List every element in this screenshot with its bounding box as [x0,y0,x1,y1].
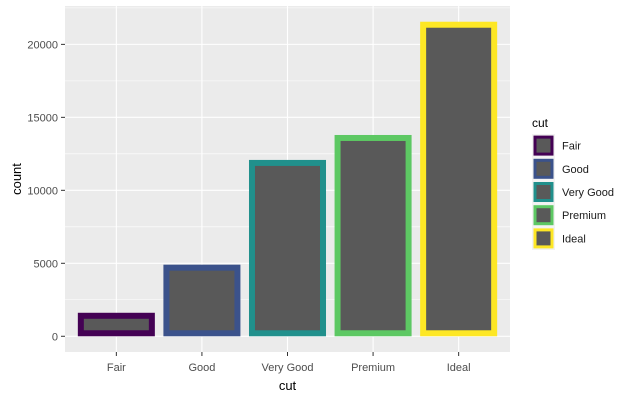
bar-premium [334,134,412,337]
x-tick-label: Good [188,362,215,374]
legend-swatch [533,182,554,202]
x-tick-label: Ideal [447,362,471,374]
y-axis: 0 5000 10000 15000 20000 [27,39,65,343]
legend-label: Ideal [562,233,586,245]
legend-label: Very Good [562,187,614,199]
x-tick-label: Premium [351,362,395,374]
y-tick-label: 10000 [27,185,58,197]
x-axis-title: cut [279,378,297,393]
bar-fair [77,312,155,337]
legend-label: Good [562,164,589,176]
legend-swatch [533,158,554,179]
legend-title: cut [532,116,549,130]
y-tick-label: 15000 [27,112,58,124]
bars [77,21,498,337]
x-axis: Fair Good Very Good Premium Ideal [107,352,471,374]
bar-very-good [248,159,327,337]
y-tick-label: 5000 [34,258,58,270]
legend-swatch [533,205,554,226]
legend-label: Fair [562,141,581,153]
x-tick-label: Very Good [262,362,314,374]
y-tick-label: 20000 [27,39,58,51]
bar-ideal [420,21,498,337]
legend-label: Premium [562,210,606,222]
legend: cut Fair Good Very Good Premium Ideal [532,116,614,250]
legend-swatch [533,228,554,249]
legend-swatch [533,135,554,156]
y-tick-label: 0 [52,331,58,343]
x-tick-label: Fair [107,362,126,374]
bar-good [163,264,241,337]
y-axis-title: count [9,163,24,195]
